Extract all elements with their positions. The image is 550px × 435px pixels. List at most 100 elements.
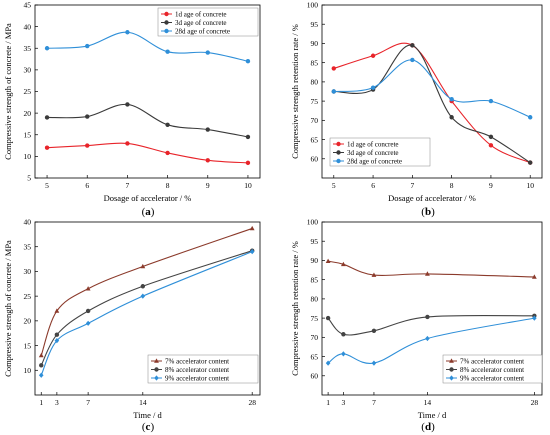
data-point <box>85 114 90 119</box>
series-3 <box>38 249 255 378</box>
x-tick-label: 9 <box>206 181 210 190</box>
data-point <box>245 134 251 140</box>
x-tick-label: 5 <box>332 181 336 190</box>
legend-marker <box>154 367 159 372</box>
data-point <box>425 271 430 276</box>
y-tick-label: 95 <box>311 237 319 246</box>
data-point <box>44 46 50 51</box>
data-point <box>371 328 377 333</box>
legend-marker <box>164 28 169 34</box>
x-tick-label: 7 <box>372 398 376 407</box>
data-point <box>331 66 336 71</box>
y-tick-label: 90 <box>311 256 319 265</box>
legend-entry: 7% accelerator content <box>165 357 229 365</box>
data-point <box>325 360 331 366</box>
data-point <box>125 30 130 35</box>
legend-entry: 9% accelerator content <box>165 374 229 382</box>
y-tick-label: 30 <box>24 267 32 276</box>
data-point <box>85 320 91 326</box>
data-point <box>370 85 376 90</box>
y-tick-label: 70 <box>311 116 319 125</box>
data-point <box>38 352 44 358</box>
data-point <box>410 43 415 48</box>
data-point <box>341 332 346 337</box>
data-point <box>528 115 533 120</box>
y-tick-label: 20 <box>24 317 32 326</box>
x-tick-label: 1 <box>39 398 43 407</box>
legend-entry: 1d age of concrete <box>347 140 399 148</box>
y-tick-label: 10 <box>24 366 32 375</box>
data-point <box>205 50 210 55</box>
y-tick-label: 45 <box>24 1 32 10</box>
data-point <box>140 293 146 299</box>
y-tick-label: 40 <box>24 22 32 31</box>
legend-marker <box>336 158 341 164</box>
series-line <box>333 42 531 164</box>
y-tick-label: 10 <box>24 152 32 161</box>
x-axis-label: Dosage of accelerator / % <box>388 193 476 203</box>
y-tick-label: 90 <box>311 39 319 48</box>
series-line <box>327 314 535 336</box>
data-point <box>85 143 90 148</box>
data-point <box>140 284 146 289</box>
legend-box <box>157 7 259 37</box>
y-tick-label: 60 <box>311 371 319 380</box>
legend-entry: 28d age of concrete <box>347 157 402 165</box>
y-tick-label: 25 <box>24 292 32 301</box>
data-point <box>331 89 336 94</box>
series-line <box>333 59 531 118</box>
series-3 <box>325 315 537 366</box>
y-tick-label: 40 <box>24 218 32 227</box>
legend-entry: 9% accelerator content <box>460 374 524 382</box>
series-line <box>40 251 253 376</box>
data-point <box>371 360 377 366</box>
x-axis-label: Dosage of accelerator / % <box>104 193 192 203</box>
data-point <box>44 145 50 150</box>
legend-marker <box>154 375 159 381</box>
data-point <box>165 49 170 54</box>
chart-panel-b: 5 6 7 8 9 10 60 65 70 75 80 85 90 95 100 Dosage of acce… <box>290 1 543 218</box>
data-point <box>85 43 90 49</box>
legend-entry: 3d age of concrete <box>175 19 227 27</box>
x-tick-label: 7 <box>86 398 90 407</box>
data-point <box>85 286 91 291</box>
data-point <box>531 274 537 279</box>
data-point <box>449 115 454 120</box>
y-tick-label: 75 <box>311 97 319 106</box>
x-tick-label: 8 <box>450 181 454 190</box>
data-point <box>165 150 170 156</box>
chart-panel-d: 1 3 7 14 28 60 65 70 75 80 85 90 95 100 Time / d Compre… <box>290 218 543 433</box>
legend-entry: 1d age of concrete <box>175 10 227 18</box>
legend-marker <box>449 375 454 381</box>
legend-box <box>329 137 431 167</box>
chart-panel-a: 5 6 7 8 9 10 5 10 15 20 25 30 35 40 45 Dosage of accele… <box>3 1 261 218</box>
legend-marker <box>154 358 159 363</box>
plot-frame <box>321 4 543 179</box>
y-tick-label: 35 <box>24 242 32 251</box>
series-line <box>40 250 253 366</box>
y-tick-label: 65 <box>311 352 319 361</box>
y-axis-label: Compressive strength of concrete / MPa <box>3 23 13 160</box>
data-point <box>532 315 537 321</box>
y-tick-label: 30 <box>24 66 32 75</box>
y-tick-label: 95 <box>311 20 319 29</box>
data-point <box>370 53 376 58</box>
x-tick-label: 6 <box>85 181 89 190</box>
y-axis-label: Compressive strength of concrete / MPa <box>3 240 13 377</box>
data-point <box>340 261 346 267</box>
y-tick-label: 20 <box>24 109 32 118</box>
chart-panel-c: 1 3 7 14 28 10 15 20 25 30 35 40 Time / d Compressive… <box>3 218 261 433</box>
legend-entry: 8% accelerator content <box>165 366 229 374</box>
data-point <box>325 315 331 321</box>
x-tick-label: 6 <box>371 181 375 190</box>
legend-entry: 8% accelerator content <box>460 366 524 374</box>
y-tick-label: 5 <box>27 174 31 183</box>
data-point <box>249 225 255 231</box>
x-tick-label: 28 <box>248 398 256 407</box>
y-tick-label: 70 <box>311 333 319 342</box>
data-point <box>249 249 255 255</box>
series-line <box>47 142 248 164</box>
